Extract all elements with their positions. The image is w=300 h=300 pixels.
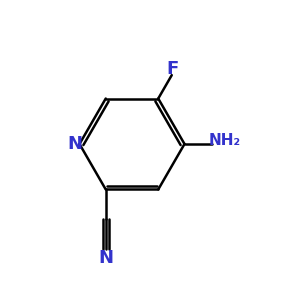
Text: NH₂: NH₂ — [209, 133, 241, 148]
Text: N: N — [68, 135, 82, 153]
Text: F: F — [167, 60, 179, 78]
Text: N: N — [98, 250, 113, 268]
